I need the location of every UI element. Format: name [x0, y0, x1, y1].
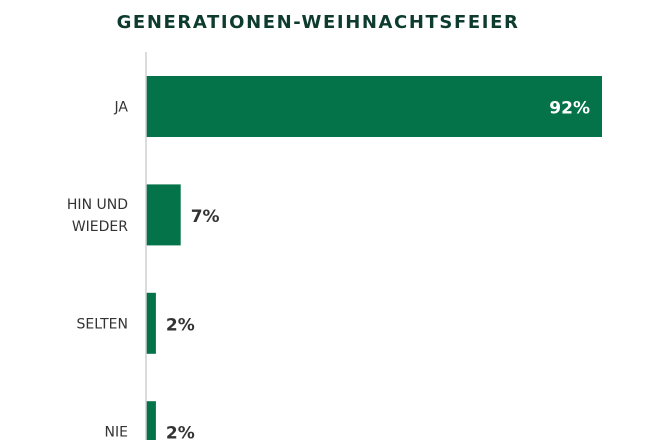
- value-label: 2%: [166, 315, 195, 335]
- category-label: JA: [114, 100, 129, 116]
- bar: [146, 76, 602, 137]
- category-label: HIN UND: [67, 197, 128, 213]
- bar: [146, 184, 181, 246]
- category-label: NIE: [105, 425, 128, 440]
- category-label: SELTEN: [77, 316, 128, 332]
- bar: [146, 401, 156, 440]
- value-label: 7%: [191, 207, 220, 227]
- bar: [146, 292, 156, 354]
- value-label: 92%: [549, 99, 590, 119]
- category-label: WIEDER: [72, 219, 128, 235]
- chart-title: GENERATIONEN-WEIHNACHTSFEIER: [116, 12, 520, 33]
- value-label: 2%: [166, 424, 195, 440]
